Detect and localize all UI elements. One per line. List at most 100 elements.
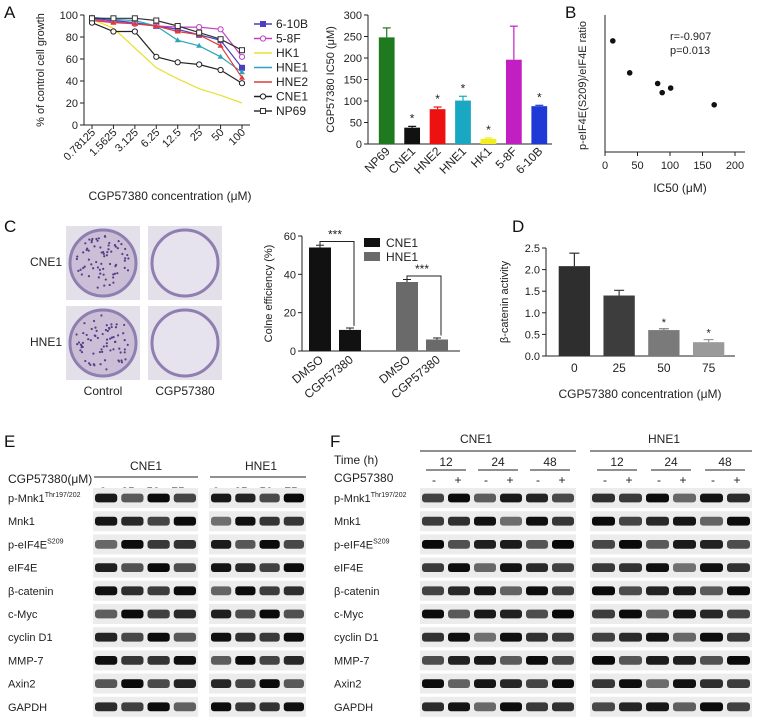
bar-5-8F bbox=[506, 60, 522, 144]
blot-band bbox=[673, 610, 696, 619]
time-value: 24 bbox=[664, 455, 678, 469]
blot-band bbox=[95, 494, 117, 503]
blot-band bbox=[673, 656, 696, 665]
colony-dot bbox=[106, 254, 108, 256]
x-tick-label: 100 bbox=[661, 160, 679, 172]
blot-band bbox=[500, 656, 522, 665]
blot-band bbox=[148, 540, 170, 549]
colony-dot bbox=[82, 342, 84, 344]
blot-band bbox=[592, 633, 615, 642]
bar-50 bbox=[648, 330, 679, 356]
colony-dot bbox=[82, 332, 84, 334]
significance-mark: *** bbox=[415, 262, 429, 276]
data-point bbox=[197, 30, 202, 35]
y-axis-title: Colne efficiency (%) bbox=[263, 245, 275, 343]
blot-band bbox=[448, 540, 470, 549]
colony-dot bbox=[118, 348, 120, 350]
blot-band bbox=[174, 679, 196, 688]
blot-band bbox=[211, 702, 231, 711]
drug-sign: - bbox=[536, 473, 540, 487]
y-tick-label: 20 bbox=[66, 98, 78, 110]
blot-band bbox=[619, 517, 642, 526]
row-label-CNE1: CNE1 bbox=[30, 255, 62, 269]
figure: A BC DE F0204060801000.781251.56253.1256.25… bbox=[0, 0, 761, 727]
time-value: 48 bbox=[543, 455, 557, 469]
blot-band bbox=[619, 540, 642, 549]
colony-dot bbox=[87, 338, 89, 340]
blot-band bbox=[500, 586, 522, 595]
colony-dot bbox=[88, 250, 90, 252]
scatter-point bbox=[659, 90, 665, 96]
legend-label: HK1 bbox=[276, 46, 300, 60]
colony-dot bbox=[105, 278, 107, 280]
blot-band bbox=[646, 563, 669, 572]
blot-band bbox=[121, 656, 143, 665]
panel-label-d: D bbox=[512, 217, 524, 236]
annotation: r=-0.907 bbox=[670, 31, 711, 43]
blot-band bbox=[148, 702, 170, 711]
bar-chart-clone-efficiency: 0204060Colne efficiency (%)DMSOCGP57380 D… bbox=[263, 228, 460, 402]
blot-band bbox=[148, 586, 170, 595]
time-label: Time (h) bbox=[334, 453, 378, 467]
blot-band bbox=[95, 633, 117, 642]
y-tick-label: 0.0 bbox=[525, 351, 540, 363]
protein-label-Axin2: Axin2 bbox=[8, 679, 36, 691]
protein-label-MMP-7: MMP-7 bbox=[8, 655, 43, 667]
colony-dot bbox=[92, 352, 94, 354]
blot-band bbox=[526, 517, 548, 526]
colony-dot bbox=[124, 260, 126, 262]
blot-band bbox=[592, 494, 615, 503]
y-tick-label: 0 bbox=[356, 139, 362, 151]
blot-band bbox=[448, 494, 470, 503]
colony-dot bbox=[88, 238, 90, 240]
significance-mark: * bbox=[706, 328, 711, 340]
data-point bbox=[239, 81, 244, 86]
legend-label: NP69 bbox=[276, 104, 306, 118]
colony-dot bbox=[109, 349, 111, 351]
blot-band bbox=[727, 656, 750, 665]
blot-band bbox=[211, 494, 231, 503]
y-axis-title: CGP57380 IC50 (μM) bbox=[325, 26, 337, 133]
blot-band bbox=[174, 610, 196, 619]
colony-dot bbox=[99, 269, 101, 271]
blot-band bbox=[619, 679, 642, 688]
colony-dot bbox=[99, 351, 101, 353]
protein-label-p-eIF4E: p-eIF4ES209 bbox=[334, 538, 390, 551]
colony-dot bbox=[109, 263, 111, 265]
significance-mark: * bbox=[435, 92, 440, 106]
colony-dot bbox=[97, 266, 99, 268]
significance-mark: * bbox=[461, 81, 466, 95]
blot-band bbox=[95, 702, 117, 711]
bar-HNE1-CGP57380 bbox=[426, 340, 448, 352]
legend-swatch-HNE1 bbox=[364, 252, 380, 261]
colony-dot bbox=[106, 345, 108, 347]
blot-band bbox=[526, 679, 548, 688]
blot-band bbox=[211, 540, 231, 549]
blot-band bbox=[174, 563, 196, 572]
blot-band bbox=[95, 679, 117, 688]
x-tick-label: 100 bbox=[227, 127, 248, 148]
time-value: 12 bbox=[439, 455, 453, 469]
blot-band bbox=[700, 586, 723, 595]
well-rim bbox=[70, 230, 136, 296]
blot-band bbox=[235, 679, 255, 688]
y-tick-label: 0 bbox=[72, 120, 78, 132]
colony-dot bbox=[90, 339, 92, 341]
x-tick-label: 200 bbox=[726, 160, 744, 172]
blot-band bbox=[235, 656, 255, 665]
y-tick-label: 300 bbox=[344, 10, 362, 22]
colony-dot bbox=[92, 267, 94, 269]
blot-band bbox=[592, 656, 615, 665]
colony-dot bbox=[84, 242, 86, 244]
blot-band bbox=[700, 540, 723, 549]
colony-dot bbox=[121, 361, 123, 363]
scatter-point bbox=[711, 102, 717, 108]
colony-dot bbox=[103, 255, 105, 257]
blot-band bbox=[284, 633, 304, 642]
x-tick-label: 12.5 bbox=[160, 127, 184, 151]
blot-band bbox=[727, 633, 750, 642]
colony-dot bbox=[127, 269, 129, 271]
blot-band bbox=[284, 656, 304, 665]
colony-dot bbox=[124, 351, 126, 353]
bar-75 bbox=[693, 342, 724, 356]
